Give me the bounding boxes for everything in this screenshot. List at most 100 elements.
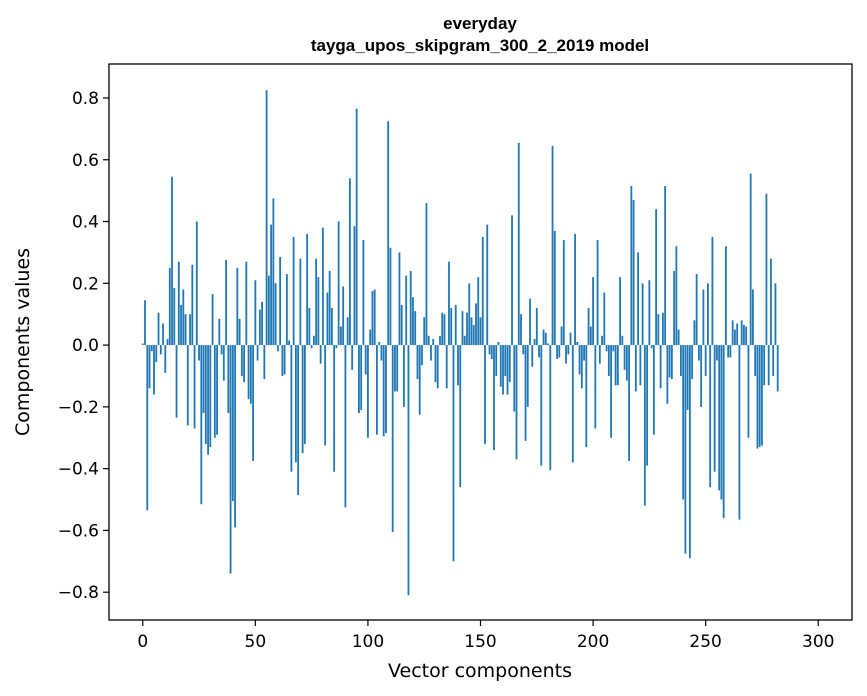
bar <box>754 345 757 376</box>
bar <box>668 345 671 378</box>
bar <box>650 345 653 349</box>
bar <box>326 292 329 346</box>
bar <box>441 312 444 346</box>
bar <box>454 304 457 346</box>
bar <box>655 209 658 346</box>
bar <box>333 345 336 472</box>
bar <box>749 173 752 346</box>
x-tick-label: 0 <box>137 632 148 652</box>
bar <box>517 142 520 346</box>
bar <box>698 345 700 361</box>
bar <box>310 345 313 349</box>
bar-series <box>141 90 779 596</box>
bar <box>146 345 149 511</box>
x-axis-label: Vector components <box>388 660 572 682</box>
bar <box>283 345 286 375</box>
bar <box>639 345 642 386</box>
bar <box>373 289 376 346</box>
bar <box>565 345 567 364</box>
bar <box>616 345 619 386</box>
bar <box>432 338 435 346</box>
bar <box>693 320 696 346</box>
bar <box>619 277 621 346</box>
bar <box>177 261 180 346</box>
bar <box>267 275 270 346</box>
bar <box>589 326 592 346</box>
bar <box>610 345 612 438</box>
y-tick-label: 0.0 <box>72 336 99 356</box>
bar <box>457 345 459 386</box>
bar <box>466 312 468 346</box>
bar <box>315 258 318 346</box>
bar <box>585 345 588 448</box>
bar <box>258 309 261 346</box>
bar <box>486 224 489 346</box>
bar <box>207 345 209 455</box>
bar <box>574 233 576 346</box>
bar <box>542 329 545 346</box>
bar <box>679 345 682 376</box>
bar <box>533 338 536 346</box>
bar <box>558 345 561 358</box>
bar <box>312 335 315 346</box>
bar <box>288 340 291 346</box>
bar <box>306 233 309 346</box>
bar <box>387 121 390 346</box>
bar <box>711 236 714 346</box>
bar <box>265 90 268 346</box>
bar <box>220 345 223 355</box>
bar <box>189 314 191 346</box>
bar <box>596 240 599 346</box>
bar <box>434 345 437 383</box>
bar <box>481 236 484 346</box>
bar <box>276 345 279 352</box>
bar <box>506 345 509 395</box>
y-tick-label: 0.2 <box>72 274 99 294</box>
bar <box>394 345 396 392</box>
bar <box>495 345 498 376</box>
bar <box>499 345 502 387</box>
bar <box>763 345 766 386</box>
bar <box>380 345 383 361</box>
bar <box>490 345 493 359</box>
bar <box>191 264 194 346</box>
bar <box>673 270 676 346</box>
bar <box>225 260 227 346</box>
bar <box>400 304 403 346</box>
bar <box>479 317 482 346</box>
bar <box>598 345 601 364</box>
bar <box>175 345 178 418</box>
bar <box>569 332 572 346</box>
bar <box>493 345 495 451</box>
y-tick-label: −0.6 <box>58 521 99 541</box>
bar <box>767 345 770 386</box>
bar <box>544 332 547 346</box>
bar <box>272 198 275 346</box>
bar <box>299 258 302 346</box>
bar <box>227 345 230 414</box>
bar <box>686 345 689 410</box>
bar <box>677 329 680 346</box>
bar <box>556 345 558 359</box>
bar <box>688 345 691 559</box>
bar <box>389 247 392 346</box>
bar <box>168 267 171 346</box>
bar <box>351 345 354 370</box>
bar <box>700 345 703 407</box>
bar <box>285 274 288 346</box>
bar <box>378 342 381 346</box>
bar <box>716 345 718 361</box>
bar <box>281 345 284 376</box>
bar <box>725 246 727 346</box>
bar <box>646 345 649 466</box>
bar <box>772 345 775 376</box>
bar <box>353 226 356 346</box>
bar <box>180 304 182 346</box>
bar <box>371 291 374 346</box>
x-tick-label: 300 <box>802 632 834 652</box>
bar <box>182 289 185 346</box>
bar <box>776 345 779 392</box>
bar <box>222 345 225 381</box>
bar <box>614 345 617 386</box>
bar <box>231 345 234 502</box>
